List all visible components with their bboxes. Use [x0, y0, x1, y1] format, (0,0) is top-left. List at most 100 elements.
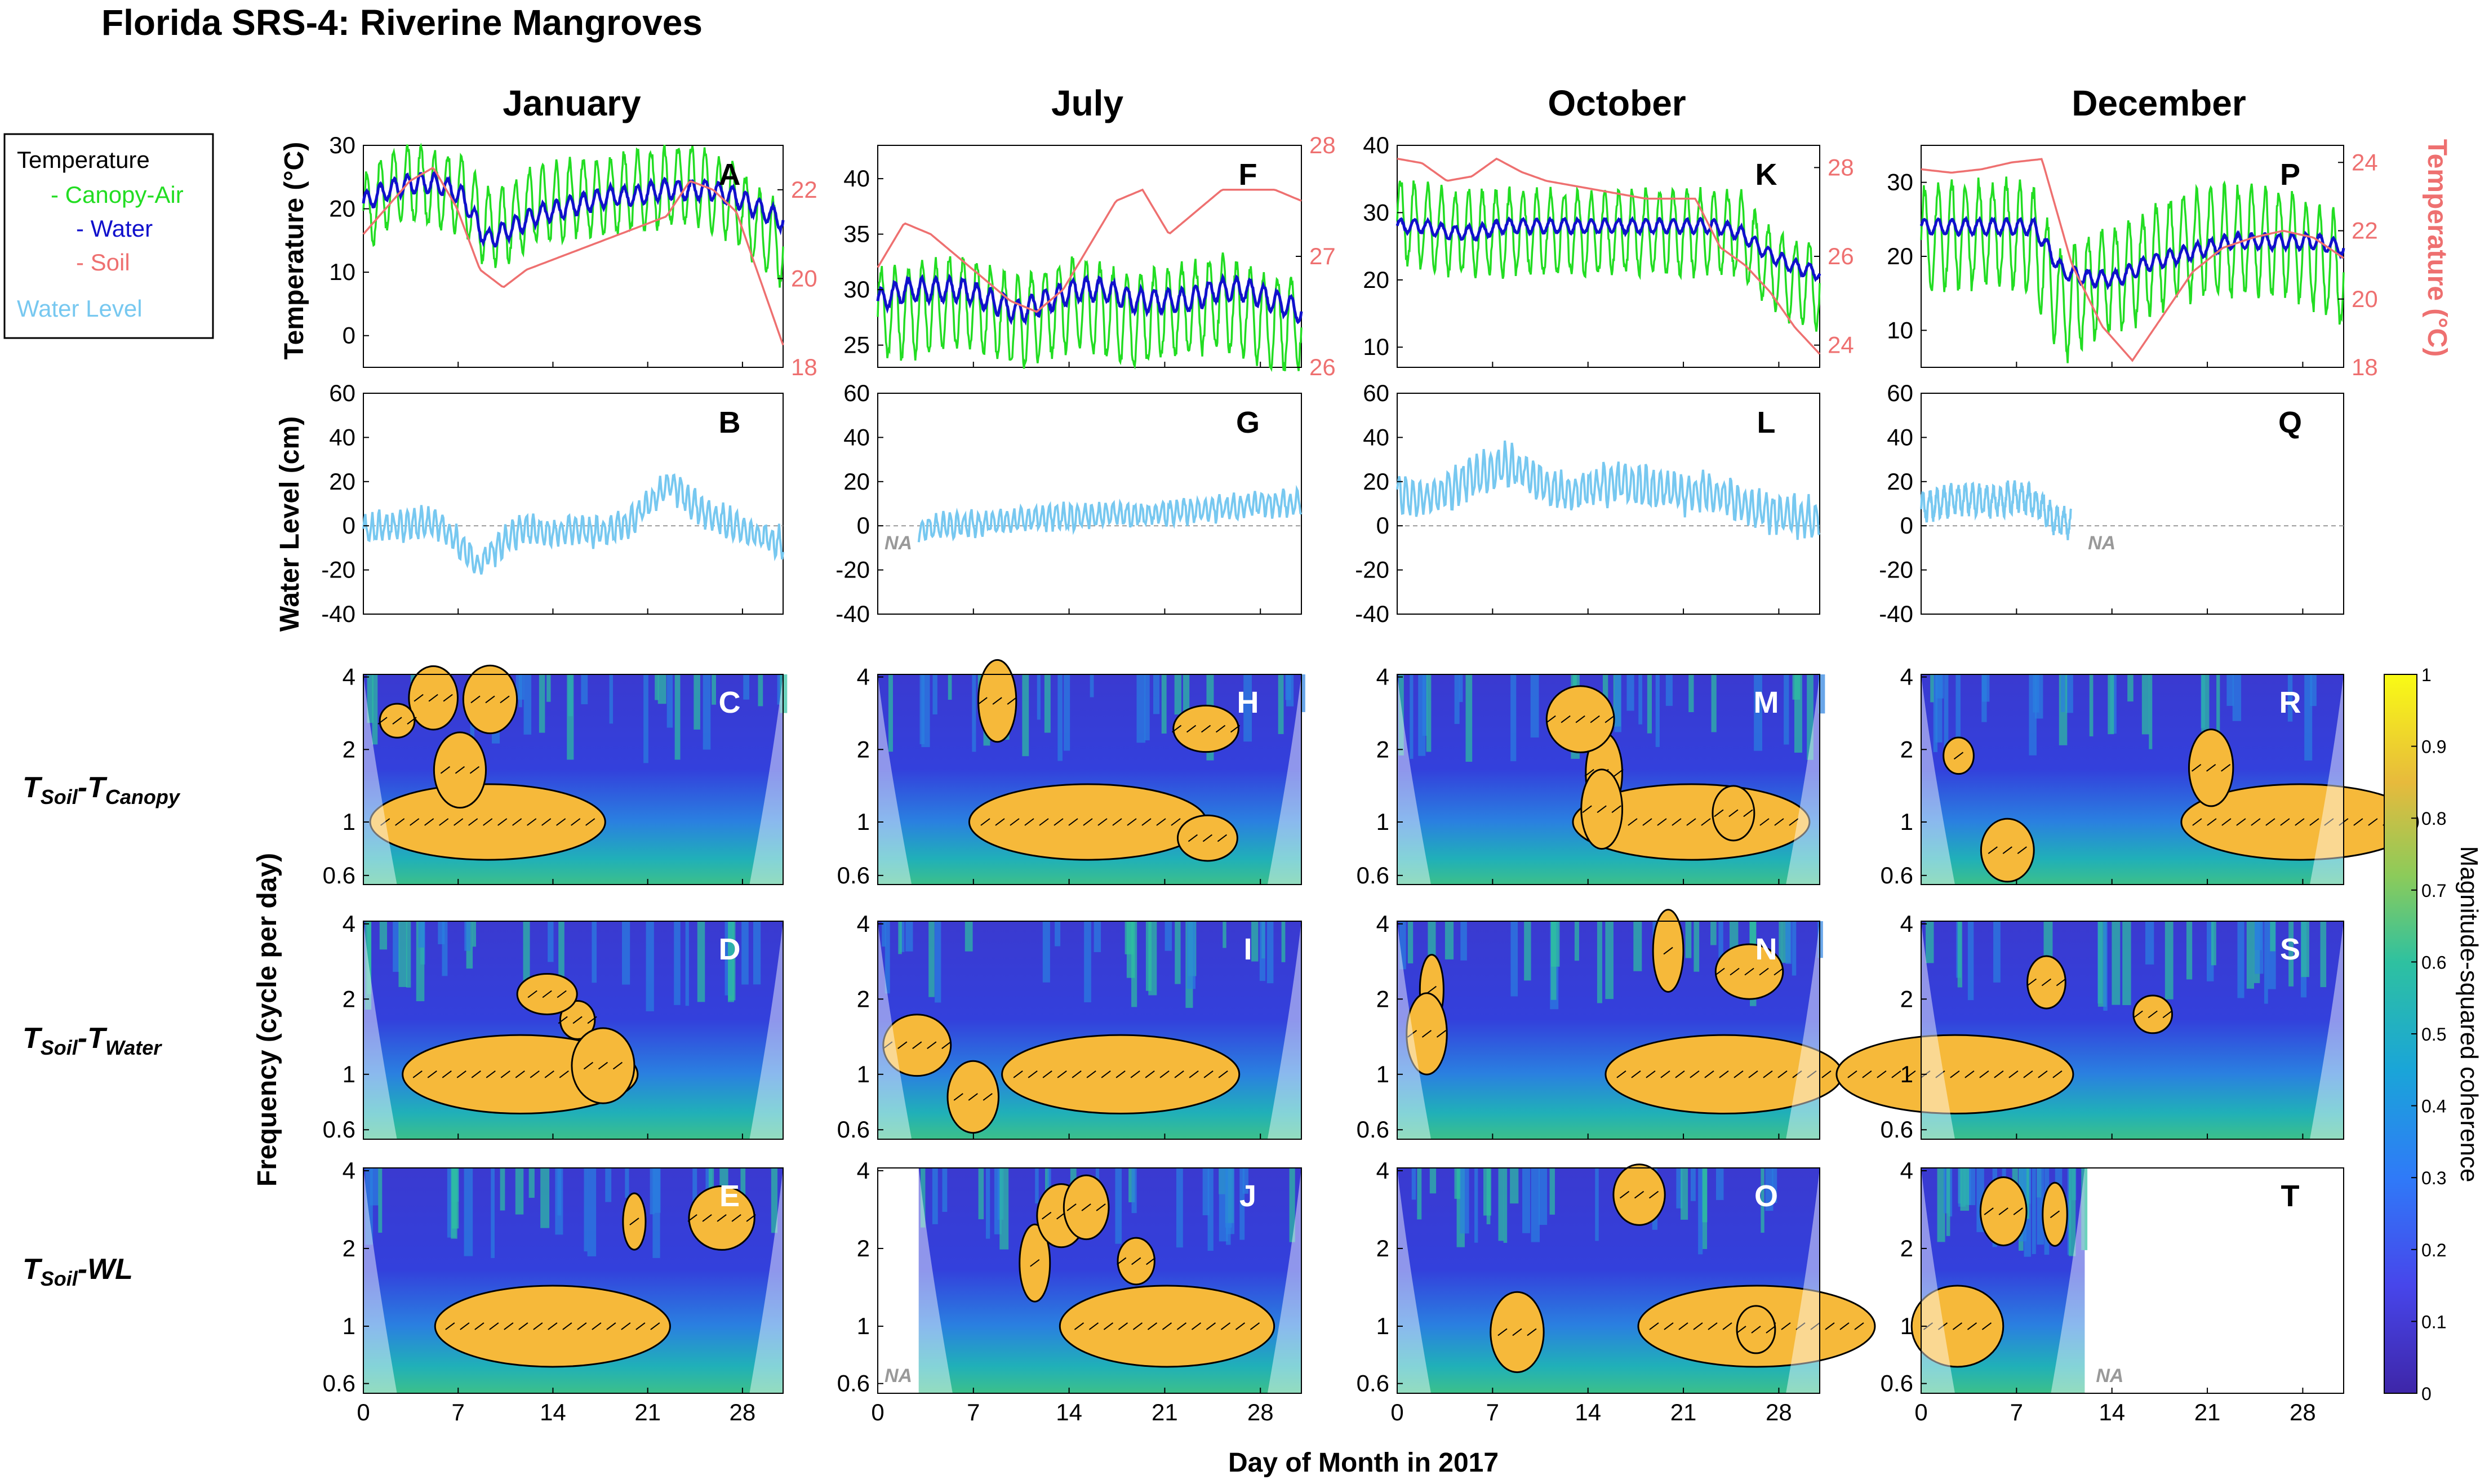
phase-arrow — [1147, 1322, 1158, 1330]
coherence-streak — [464, 1168, 473, 1256]
coherence-streak — [2255, 921, 2264, 974]
phase-arrow — [1714, 809, 1724, 817]
coherence-streak — [1278, 674, 1284, 734]
phase-arrow — [1854, 1322, 1864, 1330]
plot-frame — [1397, 674, 1820, 885]
phase-arrow — [2353, 818, 2363, 826]
phase-arrow — [2026, 978, 2037, 987]
coherence-streak — [1022, 674, 1029, 757]
colorbar-tick-label: 0.5 — [2421, 1024, 2446, 1045]
row-label-soil-wl: TSoil-WL — [23, 1253, 133, 1290]
coherence-streak — [1510, 1168, 1519, 1204]
y-tick-label: 2 — [857, 985, 870, 1012]
phase-arrow — [592, 1322, 602, 1330]
right-y-tick-label: 18 — [2352, 354, 2378, 380]
x-tick-label: 7 — [452, 1399, 465, 1425]
coherence-streak — [1754, 674, 1762, 751]
y-tick-label: -40 — [835, 601, 870, 627]
coherence-streak — [1647, 674, 1652, 734]
coherence-panel-I: 0.6 1 2 4 I — [837, 910, 1302, 1143]
cone-of-influence — [749, 1168, 783, 1393]
coherence-streak — [365, 921, 372, 1010]
coherence-streak — [2122, 921, 2131, 1005]
phase-arrow — [2368, 818, 2378, 826]
phase-arrow — [941, 1041, 952, 1050]
coherence-streak — [584, 1168, 588, 1252]
coherence-streak — [650, 1168, 655, 1215]
y-tick-label: 20 — [1363, 468, 1389, 495]
coherence-streak — [2237, 921, 2244, 998]
phase-arrow — [443, 694, 453, 702]
y-tick-label: 0.6 — [837, 1370, 870, 1397]
phase-arrow — [424, 818, 434, 826]
coherence-streak — [1057, 674, 1063, 761]
phase-arrow — [474, 1322, 485, 1330]
y-tick-label: 30 — [1363, 199, 1389, 225]
coherence-streak — [1411, 1168, 1416, 1200]
coherence-streak — [546, 674, 551, 702]
panel-letter: R — [2279, 686, 2301, 719]
coherence-streak — [1454, 1168, 1461, 1199]
y-tick-label: 30 — [1887, 169, 1913, 196]
series-line-water — [1395, 216, 1821, 282]
coherence-streak — [1474, 1168, 1478, 1243]
phase-arrow — [557, 990, 567, 998]
coherence-streak — [1243, 674, 1252, 742]
phase-arrow — [460, 1322, 470, 1330]
coherence-streak — [1967, 921, 1974, 1001]
phase-arrow — [1088, 1322, 1099, 1330]
temperature-panel-A: 0 10 20 30 18 20 22 A — [329, 132, 817, 380]
coherence-streak — [1538, 1168, 1548, 1225]
x-tick-label: 7 — [1486, 1399, 1499, 1425]
temperature-axis-label: Temperature (°C) — [279, 142, 309, 359]
coherence-streak — [948, 674, 952, 700]
phase-arrow — [1039, 818, 1049, 826]
phase-arrow — [1967, 1322, 1977, 1330]
na-label: NA — [885, 1365, 912, 1387]
y-tick-label: 0 — [857, 512, 870, 539]
phase-arrow — [612, 1061, 623, 1070]
coherence-panel-S: 0.6 1 2 4 S — [1835, 910, 2344, 1143]
y-tick-label: -20 — [321, 557, 355, 583]
phase-arrow — [2162, 1010, 2172, 1019]
coherence-streak — [2211, 921, 2216, 966]
phase-arrow — [1597, 805, 1607, 814]
plot-frame — [363, 145, 784, 368]
y-tick-label: 0.6 — [323, 862, 355, 888]
phase-arrow — [1081, 1203, 1091, 1211]
coherence-streak — [1946, 1168, 1950, 1236]
phase-arrow — [1176, 1322, 1187, 1330]
phase-arrow — [527, 990, 537, 998]
coherence-streak — [1429, 1168, 1437, 1194]
phase-arrow — [2221, 763, 2231, 772]
coherence-streak — [1574, 921, 1579, 961]
phase-arrow — [541, 818, 552, 826]
phase-arrow — [500, 695, 510, 704]
coherence-streak — [1454, 674, 1460, 724]
coherence-streak — [932, 1168, 938, 1224]
phase-arrow — [1984, 1207, 1994, 1215]
phase-arrow — [1436, 1030, 1447, 1038]
phase-arrow — [1701, 818, 1711, 826]
y-tick-label: 0.6 — [837, 862, 870, 888]
coherence-streak — [1792, 921, 1797, 976]
phase-arrow — [454, 818, 464, 826]
phase-arrow — [2008, 1070, 2019, 1078]
phase-arrow — [1660, 1070, 1670, 1078]
coherence-streak — [605, 1168, 612, 1202]
phase-arrow — [1527, 1328, 1537, 1336]
coherence-streak — [2310, 674, 2317, 707]
coherence-streak — [1937, 1168, 1945, 1242]
phase-arrow — [1074, 1322, 1085, 1330]
phase-arrow — [1159, 1070, 1170, 1078]
coherence-streak — [1522, 1168, 1530, 1233]
colorbar-tick-label: 0.9 — [2421, 737, 2446, 757]
colorbar-tick-label: 0 — [2421, 1384, 2432, 1404]
colorbar-tick-label: 0.2 — [2421, 1240, 2446, 1260]
coherence-streak — [694, 674, 700, 730]
coherence-streak — [1407, 921, 1414, 963]
phase-arrow — [518, 1322, 528, 1330]
phase-arrow — [2052, 1070, 2063, 1078]
phase-arrow — [1407, 1030, 1417, 1038]
phase-arrow — [2280, 818, 2290, 826]
